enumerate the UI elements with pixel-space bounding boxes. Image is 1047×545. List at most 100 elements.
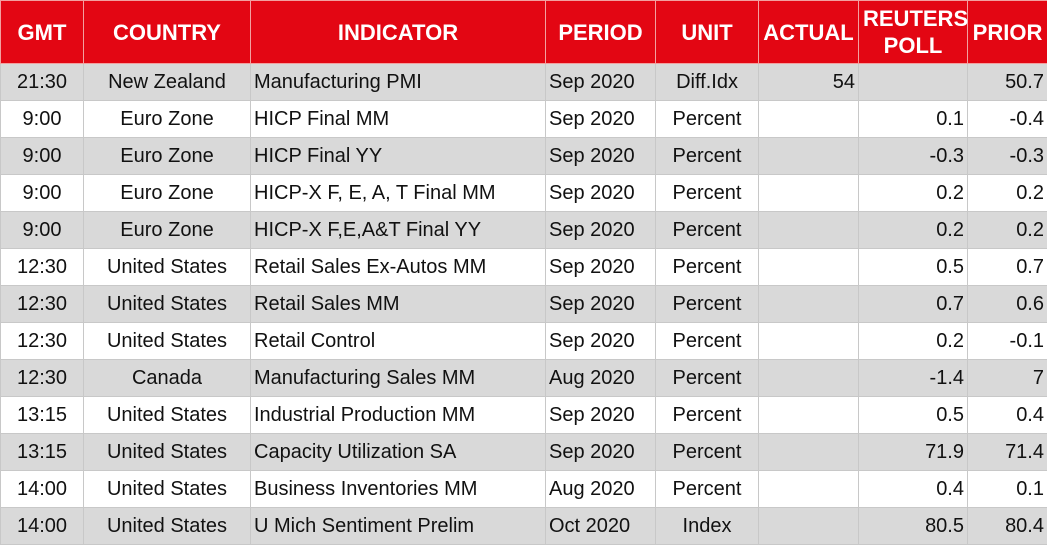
country-cell: United States: [84, 471, 251, 508]
unit-cell: Percent: [656, 138, 759, 175]
period-cell: Sep 2020: [546, 212, 656, 249]
period-cell: Sep 2020: [546, 175, 656, 212]
indicator-cell: HICP-X F, E, A, T Final MM: [251, 175, 546, 212]
period-cell: Sep 2020: [546, 101, 656, 138]
unit-cell: Percent: [656, 471, 759, 508]
prior-cell: 80.4: [968, 508, 1047, 545]
header-cell: ACTUAL: [759, 1, 859, 64]
unit-cell: Diff.Idx: [656, 64, 759, 101]
indicator-cell: Retail Sales Ex-Autos MM: [251, 249, 546, 286]
poll-cell: 0.2: [859, 212, 968, 249]
gmt-cell: 14:00: [1, 471, 84, 508]
indicator-cell: Industrial Production MM: [251, 397, 546, 434]
country-cell: Canada: [84, 360, 251, 397]
actual-cell: [759, 249, 859, 286]
period-cell: Aug 2020: [546, 360, 656, 397]
country-cell: United States: [84, 434, 251, 471]
country-cell: United States: [84, 249, 251, 286]
unit-cell: Percent: [656, 434, 759, 471]
unit-cell: Percent: [656, 175, 759, 212]
poll-cell: 0.2: [859, 175, 968, 212]
gmt-cell: 12:30: [1, 360, 84, 397]
poll-cell: 0.5: [859, 397, 968, 434]
poll-cell: 0.4: [859, 471, 968, 508]
gmt-cell: 12:30: [1, 323, 84, 360]
gmt-cell: 9:00: [1, 212, 84, 249]
poll-cell: [859, 64, 968, 101]
country-cell: Euro Zone: [84, 101, 251, 138]
poll-cell: 0.5: [859, 249, 968, 286]
actual-cell: [759, 471, 859, 508]
actual-cell: [759, 175, 859, 212]
gmt-cell: 21:30: [1, 64, 84, 101]
prior-cell: -0.4: [968, 101, 1047, 138]
header-cell: PERIOD: [546, 1, 656, 64]
period-cell: Sep 2020: [546, 397, 656, 434]
gmt-cell: 9:00: [1, 138, 84, 175]
gmt-cell: 9:00: [1, 175, 84, 212]
period-cell: Sep 2020: [546, 286, 656, 323]
indicator-cell: Capacity Utilization SA: [251, 434, 546, 471]
unit-cell: Percent: [656, 360, 759, 397]
unit-cell: Percent: [656, 249, 759, 286]
period-cell: Sep 2020: [546, 434, 656, 471]
gmt-cell: 12:30: [1, 249, 84, 286]
unit-cell: Percent: [656, 101, 759, 138]
actual-cell: [759, 508, 859, 545]
indicator-cell: Manufacturing Sales MM: [251, 360, 546, 397]
header-cell: REUTERS POLL: [859, 1, 968, 64]
country-cell: New Zealand: [84, 64, 251, 101]
poll-cell: 0.2: [859, 323, 968, 360]
country-cell: United States: [84, 397, 251, 434]
country-cell: United States: [84, 323, 251, 360]
period-cell: Oct 2020: [546, 508, 656, 545]
country-cell: Euro Zone: [84, 175, 251, 212]
period-cell: Sep 2020: [546, 64, 656, 101]
unit-cell: Percent: [656, 397, 759, 434]
prior-cell: 0.2: [968, 212, 1047, 249]
prior-cell: 0.6: [968, 286, 1047, 323]
header-cell: GMT: [1, 1, 84, 64]
unit-cell: Index: [656, 508, 759, 545]
prior-cell: 0.7: [968, 249, 1047, 286]
gmt-cell: 12:30: [1, 286, 84, 323]
poll-cell: 0.1: [859, 101, 968, 138]
prior-cell: 0.4: [968, 397, 1047, 434]
period-cell: Sep 2020: [546, 138, 656, 175]
poll-cell: -1.4: [859, 360, 968, 397]
actual-cell: [759, 101, 859, 138]
indicator-cell: Retail Sales MM: [251, 286, 546, 323]
poll-cell: 71.9: [859, 434, 968, 471]
unit-cell: Percent: [656, 286, 759, 323]
country-cell: United States: [84, 286, 251, 323]
prior-cell: 71.4: [968, 434, 1047, 471]
prior-cell: -0.3: [968, 138, 1047, 175]
prior-cell: 7: [968, 360, 1047, 397]
gmt-cell: 13:15: [1, 434, 84, 471]
prior-cell: -0.1: [968, 323, 1047, 360]
actual-cell: [759, 212, 859, 249]
gmt-cell: 13:15: [1, 397, 84, 434]
country-cell: Euro Zone: [84, 212, 251, 249]
actual-cell: [759, 360, 859, 397]
actual-cell: 54: [759, 64, 859, 101]
poll-cell: 80.5: [859, 508, 968, 545]
header-cell: PRIOR: [968, 1, 1047, 64]
header-cell: INDICATOR: [251, 1, 546, 64]
period-cell: Aug 2020: [546, 471, 656, 508]
indicator-cell: Manufacturing PMI: [251, 64, 546, 101]
country-cell: United States: [84, 508, 251, 545]
indicator-cell: HICP-X F,E,A&T Final YY: [251, 212, 546, 249]
unit-cell: Percent: [656, 212, 759, 249]
unit-cell: Percent: [656, 323, 759, 360]
gmt-cell: 9:00: [1, 101, 84, 138]
